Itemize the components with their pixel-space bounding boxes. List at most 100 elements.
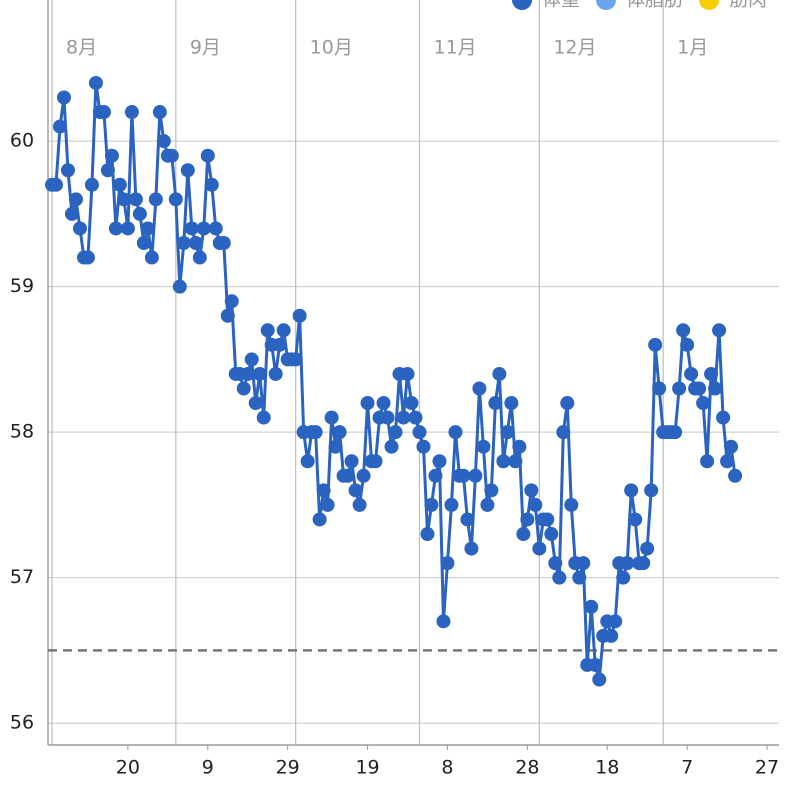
data-point bbox=[652, 381, 667, 396]
data-point bbox=[696, 396, 711, 411]
data-point bbox=[572, 570, 587, 585]
data-point bbox=[208, 221, 223, 236]
month-label: 10月 bbox=[310, 37, 353, 59]
data-point bbox=[620, 556, 635, 571]
data-point bbox=[60, 163, 75, 178]
data-point bbox=[332, 425, 347, 440]
data-point bbox=[340, 468, 355, 483]
data-point bbox=[380, 410, 395, 425]
legend-label: 体重 bbox=[542, 0, 580, 11]
legend-label: 筋肉 bbox=[729, 0, 767, 11]
data-point bbox=[548, 556, 563, 571]
data-point bbox=[608, 614, 623, 629]
data-point bbox=[540, 512, 555, 527]
data-point bbox=[328, 439, 343, 454]
data-point bbox=[648, 337, 663, 352]
data-point bbox=[144, 250, 159, 265]
x-tick-label: 20 bbox=[116, 757, 140, 779]
data-point bbox=[424, 497, 439, 512]
data-point bbox=[516, 527, 531, 542]
data-point bbox=[636, 556, 651, 571]
data-point bbox=[316, 483, 331, 498]
data-point bbox=[312, 512, 327, 527]
data-point bbox=[128, 192, 143, 207]
data-point bbox=[544, 527, 559, 542]
data-point bbox=[360, 396, 375, 411]
data-point bbox=[436, 614, 451, 629]
data-point bbox=[552, 570, 567, 585]
data-point bbox=[420, 527, 435, 542]
data-point bbox=[256, 410, 271, 425]
data-point bbox=[508, 454, 523, 469]
data-point bbox=[288, 352, 303, 367]
data-point bbox=[628, 512, 643, 527]
data-point bbox=[48, 177, 63, 192]
data-point bbox=[96, 105, 111, 120]
month-label: 11月 bbox=[433, 37, 476, 59]
data-point bbox=[64, 206, 79, 221]
data-point bbox=[680, 337, 695, 352]
data-point bbox=[724, 439, 739, 454]
data-point bbox=[396, 410, 411, 425]
data-point bbox=[668, 425, 683, 440]
data-point bbox=[252, 366, 267, 381]
month-label: 1月 bbox=[677, 37, 708, 59]
data-point bbox=[124, 105, 139, 120]
data-point bbox=[512, 439, 527, 454]
data-point bbox=[464, 541, 479, 556]
data-point bbox=[68, 192, 83, 207]
data-point bbox=[444, 497, 459, 512]
data-point bbox=[244, 352, 259, 367]
data-point bbox=[352, 497, 367, 512]
data-point bbox=[356, 468, 371, 483]
data-point bbox=[672, 381, 687, 396]
data-point bbox=[140, 221, 155, 236]
data-point bbox=[716, 410, 731, 425]
legend-marker bbox=[512, 0, 532, 10]
x-tick-label: 29 bbox=[276, 757, 300, 779]
data-point bbox=[640, 541, 655, 556]
data-point bbox=[108, 221, 123, 236]
data-point bbox=[300, 454, 315, 469]
data-point bbox=[488, 396, 503, 411]
data-point bbox=[480, 497, 495, 512]
data-point bbox=[112, 177, 127, 192]
data-point bbox=[588, 657, 603, 672]
data-point bbox=[524, 483, 539, 498]
data-point bbox=[172, 279, 187, 294]
data-point bbox=[368, 454, 383, 469]
data-point bbox=[204, 177, 219, 192]
y-tick-label: 58 bbox=[10, 421, 34, 443]
legend-marker bbox=[596, 0, 617, 10]
data-point bbox=[348, 483, 363, 498]
data-point bbox=[56, 90, 71, 105]
data-point bbox=[504, 396, 519, 411]
data-point bbox=[180, 163, 195, 178]
data-point bbox=[616, 570, 631, 585]
data-point bbox=[384, 439, 399, 454]
data-point bbox=[500, 425, 515, 440]
data-point bbox=[344, 454, 359, 469]
data-point bbox=[592, 672, 607, 687]
data-point bbox=[700, 454, 715, 469]
data-point bbox=[528, 497, 543, 512]
x-tick-label: 9 bbox=[202, 757, 214, 779]
data-point bbox=[476, 439, 491, 454]
data-point bbox=[52, 119, 67, 134]
data-point bbox=[412, 425, 427, 440]
data-point bbox=[428, 468, 443, 483]
data-point bbox=[684, 366, 699, 381]
data-point bbox=[324, 410, 339, 425]
x-tick-label: 27 bbox=[755, 757, 779, 779]
x-tick-label: 28 bbox=[515, 757, 539, 779]
data-point bbox=[152, 105, 167, 120]
y-tick-label: 57 bbox=[10, 566, 34, 588]
data-point bbox=[248, 396, 263, 411]
data-point bbox=[556, 425, 571, 440]
data-point bbox=[676, 323, 691, 338]
x-tick-label: 7 bbox=[681, 757, 693, 779]
data-point bbox=[564, 497, 579, 512]
data-point bbox=[272, 337, 287, 352]
data-point bbox=[432, 454, 447, 469]
